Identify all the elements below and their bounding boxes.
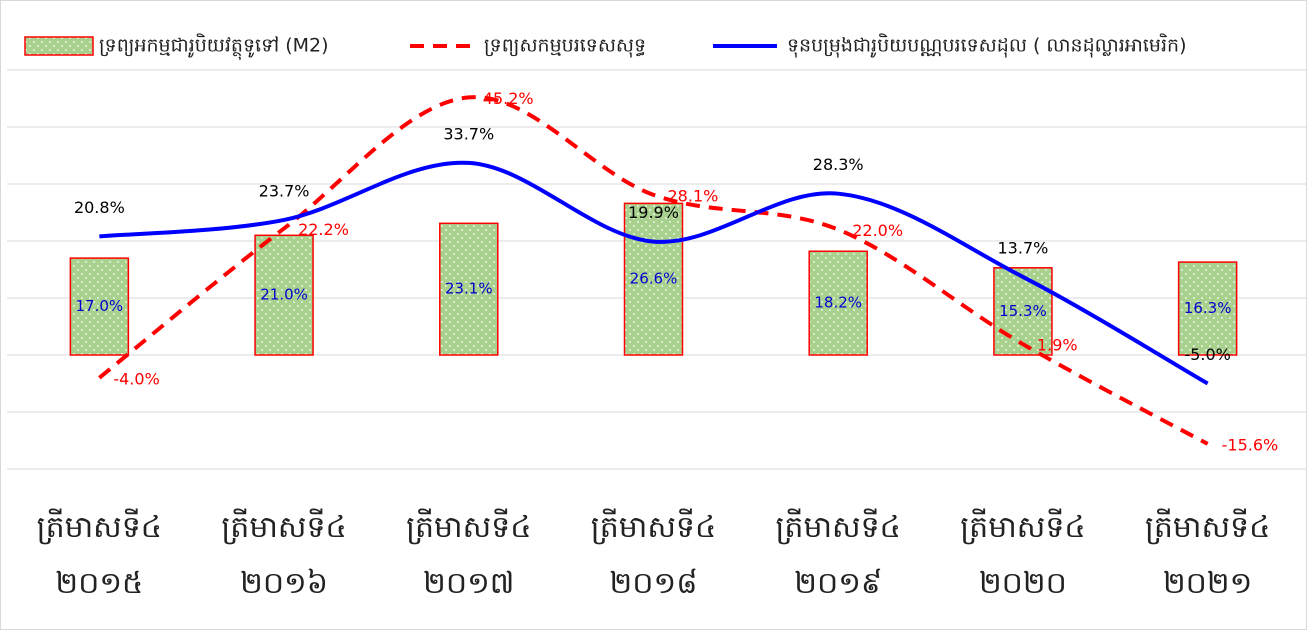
x-tick-label: ត្រីមាសទី៤ ២០១៦: [221, 510, 347, 601]
bar: [1177, 261, 1238, 356]
legend-label: ទ្រព្យសកម្មបរទេសសុទ្ធ: [484, 35, 646, 59]
line-value-label: 23.7%: [259, 181, 310, 200]
legend-swatch: [24, 36, 94, 56]
line-value-label: 33.7%: [443, 124, 494, 143]
line-value-label: 19.9%: [628, 203, 679, 222]
x-tick-label: ត្រីមាសទី៤ ២០១៩: [775, 510, 901, 601]
legend-label: ទុនបម្រុងជារូបិយបណ្ណបរទេសដុល ( លានដុល្លា…: [787, 33, 1186, 59]
bar-value-label: 16.3%: [1184, 299, 1232, 317]
line-value-label: 28.3%: [813, 155, 864, 174]
x-tick-label: ត្រីមាសទី៤ ២០១៥: [36, 510, 163, 601]
line-value-label: 20.8%: [74, 198, 125, 217]
bar: [69, 257, 130, 356]
bar: [993, 267, 1053, 356]
bar: [254, 234, 314, 356]
x-tick-label: ត្រីមាសទី៤ ២០២១: [1144, 510, 1271, 601]
line-value-label: 45.2%: [483, 89, 534, 108]
bar-value-label: 26.6%: [630, 270, 678, 288]
line-value-label: 1.9%: [1037, 336, 1078, 355]
bar-value-label: 18.2%: [814, 294, 862, 312]
line-value-label: 22.2%: [298, 220, 349, 239]
line-value-label: -15.6%: [1222, 435, 1279, 454]
line: [98, 95, 1209, 446]
bar-value-label: 21.0%: [260, 286, 308, 304]
bar-value-label: 17.0%: [76, 297, 124, 315]
x-tick-label: ត្រីមាសទី៤ ២០១៧: [406, 510, 532, 601]
bar: [623, 202, 684, 356]
line-value-label: 28.1%: [668, 186, 719, 205]
bar-value-label: 23.1%: [445, 280, 493, 298]
line: [99, 160, 1209, 386]
bar: [808, 250, 868, 356]
bar: [439, 222, 499, 356]
x-tick-label: ត្រីមាសទី៤ ២០១៨: [590, 510, 717, 601]
line-value-label: 22.0%: [852, 221, 903, 240]
legend-label: ទ្រព្យអកម្មជារូបិយវត្ថុទូទៅ (M2): [99, 33, 329, 61]
line-value-label: -5.0%: [1184, 345, 1230, 364]
line-value-label: 13.7%: [998, 238, 1049, 257]
line-value-label: -4.0%: [113, 369, 159, 388]
bar-value-label: 15.3%: [999, 302, 1047, 320]
x-tick-label: ត្រីមាសទី៤ ២០២០: [960, 510, 1086, 601]
